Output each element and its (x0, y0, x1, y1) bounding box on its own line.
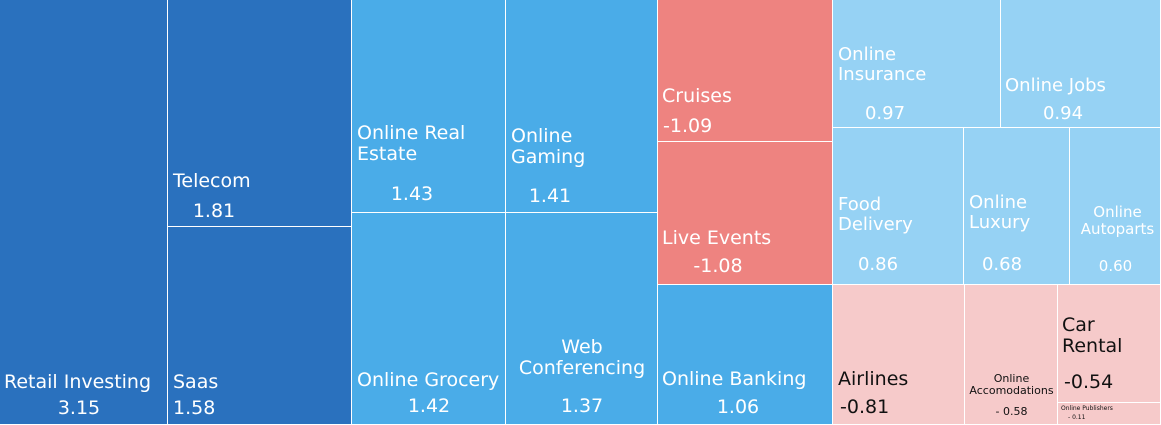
tile-value: -1.08 (693, 255, 743, 277)
tile-value: 1.43 (390, 183, 434, 205)
treemap-tile-web-conferencing: Web Conferencing 1.37 (506, 213, 658, 425)
treemap-tile-airlines: Airlines -0.81 (833, 285, 965, 425)
tile-label: Retail Investing (4, 371, 152, 393)
treemap-tile-online-real-estate: Online Real Estate 1.43 (352, 0, 506, 213)
tile-value: 0.86 (857, 254, 899, 275)
tile-label: Cruises (662, 85, 732, 107)
tile-value: 1.42 (407, 395, 451, 417)
tile-label: Food Delivery (838, 194, 913, 236)
treemap-tile-online-jobs: Online Jobs 0.94 (1001, 0, 1161, 128)
treemap-tile-online-grocery: Online Grocery 1.42 (352, 213, 506, 425)
treemap-tile-car-rental: Car Rental -0.54 (1058, 285, 1161, 403)
tile-label: Online Jobs (1005, 75, 1106, 96)
tile-label: Online Banking (662, 368, 807, 390)
treemap-tile-online-insurance: Online Insurance 0.97 (833, 0, 1001, 128)
tile-label: Car Rental (1062, 314, 1123, 358)
tile-label: Online Grocery (357, 369, 500, 391)
treemap-tile-live-events: Live Events -1.08 (658, 142, 833, 285)
tile-label: Telecom (173, 170, 251, 192)
treemap-tile-online-accomodations: Online Accomodations - 0.58 (965, 285, 1058, 425)
tile-label: Online Publishers (1061, 405, 1113, 412)
tile-value: 1.37 (560, 395, 604, 417)
tile-label: Online Accomodations (969, 372, 1054, 398)
treemap-tile-saas: Saas 1.58 (168, 227, 352, 425)
tile-label: Live Events (662, 227, 772, 249)
treemap-tile-online-publishers: Online Publishers - 0.11 (1058, 403, 1161, 425)
tile-value: 0.60 (1098, 257, 1133, 275)
tile-value: 1.06 (716, 396, 760, 418)
tile-label: Airlines (838, 368, 909, 390)
tile-value: 1.58 (173, 397, 216, 419)
tile-value: - 0.11 (1068, 414, 1086, 421)
tile-label: Online Insurance (838, 44, 927, 86)
tile-value: 1.81 (192, 200, 236, 222)
tile-value: -1.09 (663, 115, 713, 137)
tile-label: Online Autoparts (1080, 203, 1155, 238)
tile-label: Online Luxury (969, 192, 1031, 234)
tile-label: Online Real Estate (357, 122, 466, 166)
tile-value: 3.15 (57, 397, 101, 419)
tile-label: Web Conferencing (518, 336, 646, 380)
treemap-tile-online-luxury: Online Luxury 0.68 (964, 128, 1070, 285)
tile-value: 0.68 (981, 254, 1023, 275)
tile-value: 0.94 (1042, 103, 1084, 124)
tile-label: Online Gaming (511, 125, 586, 169)
tile-value: -0.81 (840, 396, 890, 418)
tile-value: 1.41 (528, 185, 572, 207)
treemap-tile-online-gaming: Online Gaming 1.41 (506, 0, 658, 213)
tile-value: - 0.58 (995, 405, 1028, 418)
tile-value: -0.54 (1064, 371, 1114, 393)
treemap-tile-food-delivery: Food Delivery 0.86 (833, 128, 964, 285)
treemap-tile-online-banking: Online Banking 1.06 (658, 285, 833, 425)
tile-label: Saas (173, 371, 219, 393)
treemap-tile-retail-investing: Retail Investing 3.15 (0, 0, 168, 425)
treemap-tile-online-autoparts: Online Autoparts 0.60 (1070, 128, 1161, 285)
treemap-tile-cruises: Cruises -1.09 (658, 0, 833, 142)
treemap-tile-telecom: Telecom 1.81 (168, 0, 352, 227)
tile-value: 0.97 (864, 103, 906, 124)
